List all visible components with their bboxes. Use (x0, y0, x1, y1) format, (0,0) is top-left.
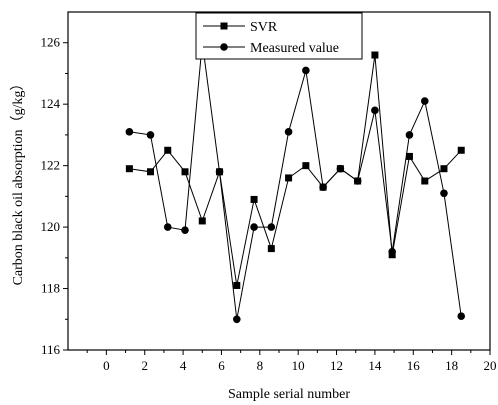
data-point-circle (420, 97, 429, 105)
series-line (129, 42, 462, 320)
x-tick-label: 14 (368, 358, 382, 373)
data-point-circle (319, 183, 327, 191)
data-point-square (440, 165, 448, 173)
data-point-circle (215, 167, 224, 176)
y-tick-label: 116 (41, 342, 61, 357)
y-tick-label: 120 (41, 219, 61, 234)
data-point-circle (125, 128, 134, 136)
data-point-circle (267, 223, 276, 231)
x-tick-label: 10 (292, 358, 305, 373)
data-point-square (198, 217, 206, 225)
series-2 (125, 38, 466, 324)
data-point-circle (250, 223, 258, 231)
y-tick-label: 122 (41, 158, 61, 173)
y-tick-label: 126 (41, 35, 61, 50)
x-tick-label: 2 (141, 358, 148, 373)
x-tick-label: 16 (407, 358, 421, 373)
data-point-circle (388, 247, 396, 256)
data-point-square (405, 152, 413, 160)
data-point-square (302, 162, 310, 170)
x-tick-label: 6 (218, 358, 225, 373)
data-point-square (164, 146, 172, 154)
data-point-square (457, 146, 465, 154)
x-tick-label: 4 (180, 358, 187, 373)
x-tick-label: 8 (257, 358, 264, 373)
legend-label: SVR (250, 20, 278, 35)
data-point-square (146, 168, 154, 176)
data-point-circle (371, 106, 379, 115)
data-point-circle (181, 226, 189, 234)
y-tick-label: 124 (41, 96, 61, 111)
data-point-circle (440, 189, 448, 198)
data-point-circle (163, 223, 172, 231)
data-point-square (267, 245, 275, 253)
data-point-square (181, 168, 189, 176)
legend: SVR Measured value (195, 12, 363, 60)
data-point-circle (457, 312, 466, 321)
data-point-circle (405, 131, 414, 139)
data-point-circle (233, 315, 241, 324)
series-line (129, 54, 462, 286)
legend-box (195, 12, 363, 60)
legend-marker-circle (220, 43, 228, 51)
data-point-square (233, 281, 241, 289)
data-point-square (285, 174, 293, 182)
data-point-square (125, 165, 133, 173)
y-tick-label: 118 (41, 281, 60, 296)
series-1 (125, 51, 465, 289)
y-axis-label: Carbon black oil absorption（g/kg） (10, 77, 26, 286)
data-point-square (371, 51, 379, 59)
x-tick-label: 12 (330, 358, 343, 373)
data-point-square (250, 195, 258, 203)
axis-ticks: 0 2 4 6 8 10 12 14 16 18 20 116 118 120 122 124 126 (41, 35, 497, 373)
data-point-circle (284, 128, 293, 136)
legend-label: Measured value (250, 41, 339, 56)
legend-marker-square (220, 22, 228, 30)
data-point-circle (353, 177, 362, 185)
series-layer (125, 38, 466, 324)
x-tick-label: 0 (103, 358, 110, 373)
x-axis-label: Sample serial number (228, 387, 350, 402)
data-point-circle (302, 66, 310, 75)
x-tick-label: 20 (484, 358, 497, 373)
x-tick-label: 18 (445, 358, 458, 373)
data-point-square (421, 177, 429, 185)
data-point-circle (336, 164, 345, 173)
data-point-circle (146, 131, 155, 139)
